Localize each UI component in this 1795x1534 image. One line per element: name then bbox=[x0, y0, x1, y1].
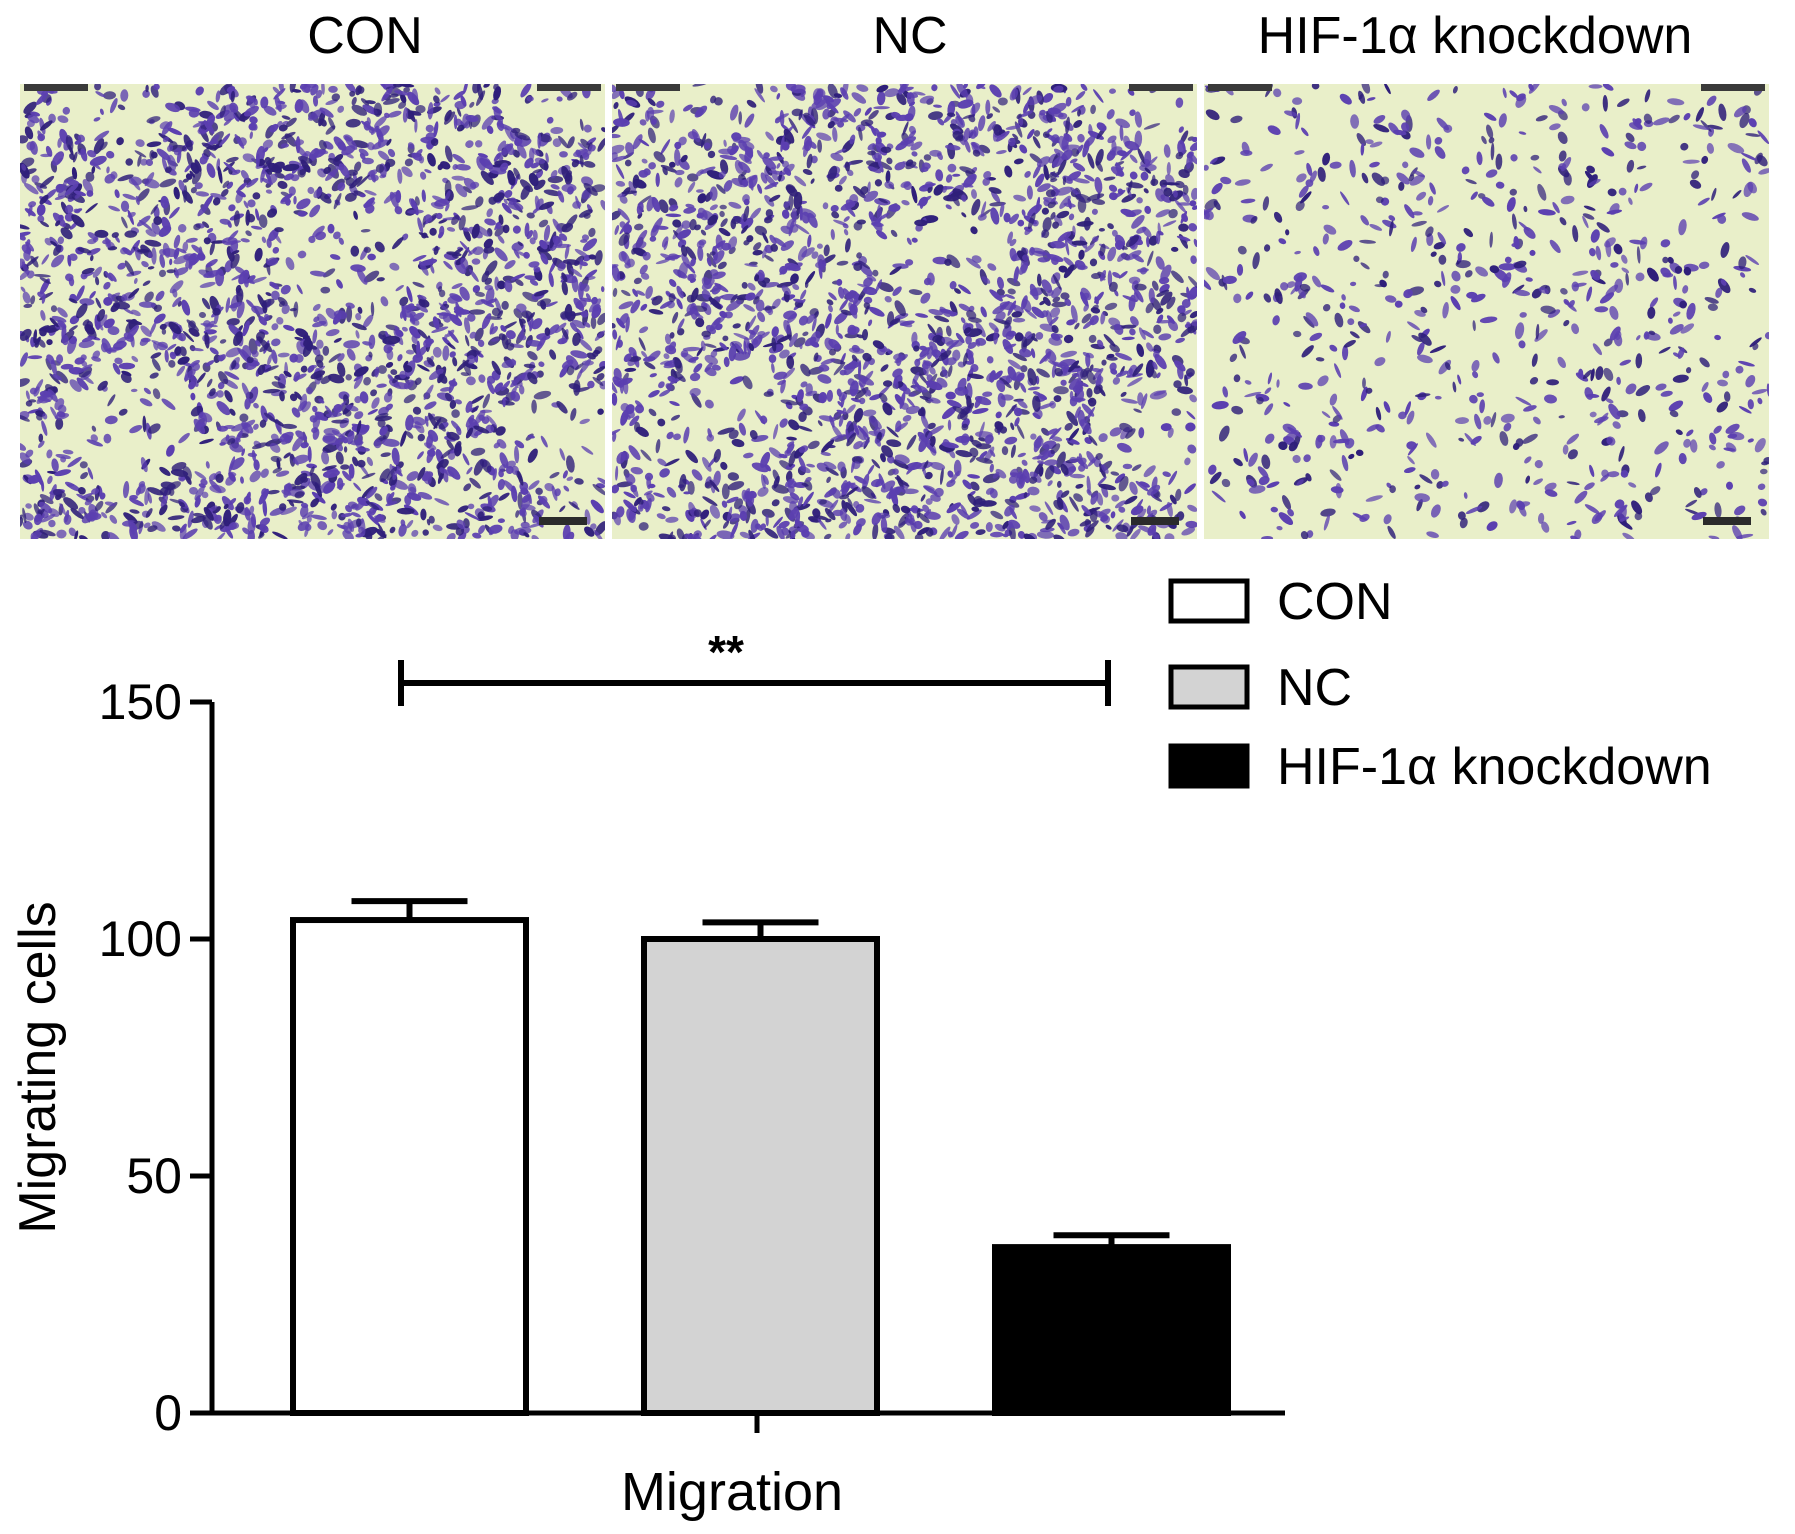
bar-knockdown bbox=[992, 1244, 1231, 1416]
legend: CON NC HIF-1α knockdown bbox=[1168, 573, 1712, 796]
migration-bar-chart: 0 50 100 150 Migration Migrating cells ** CON NC… bbox=[9, 573, 1712, 1522]
bar-con bbox=[290, 917, 529, 1416]
legend-swatch bbox=[1168, 743, 1250, 789]
scale-bar-top-right bbox=[537, 84, 601, 91]
x-axis-label: Migration bbox=[621, 1462, 843, 1522]
panel-title-nc: NC bbox=[872, 7, 948, 65]
scale-bar bbox=[539, 517, 587, 525]
significance-label: ** bbox=[708, 626, 744, 678]
y-axis-label: Migrating cells bbox=[9, 901, 67, 1233]
bar-nc bbox=[641, 936, 880, 1416]
micrograph-con bbox=[20, 84, 605, 539]
y-tick-label: 150 bbox=[99, 674, 182, 730]
panel-title-knockdown: HIF-1α knockdown bbox=[1257, 7, 1693, 65]
scale-bar-top-right bbox=[1701, 84, 1765, 91]
stained-cells bbox=[20, 84, 605, 539]
stained-cells bbox=[1204, 84, 1769, 539]
scale-bar-top-left bbox=[24, 84, 88, 91]
scale-bar-top-left bbox=[1208, 84, 1272, 91]
legend-swatch bbox=[1168, 664, 1250, 710]
legend-swatch bbox=[1168, 578, 1250, 624]
scale-bar bbox=[1703, 517, 1751, 525]
y-tick-label: 100 bbox=[99, 911, 182, 967]
scale-bar-top-right bbox=[1129, 84, 1193, 91]
legend-label: HIF-1α knockdown bbox=[1277, 738, 1712, 796]
scale-bar bbox=[1131, 517, 1179, 525]
y-tick-label: 0 bbox=[154, 1385, 182, 1441]
legend-label: CON bbox=[1277, 573, 1393, 631]
legend-label: NC bbox=[1277, 659, 1352, 717]
scale-bar-top-left bbox=[616, 84, 680, 91]
panel-title-con: CON bbox=[307, 7, 423, 65]
y-tick-label: 50 bbox=[126, 1148, 182, 1204]
micrograph-knockdown bbox=[1204, 84, 1769, 539]
stained-cells bbox=[612, 84, 1197, 539]
micrograph-nc bbox=[612, 84, 1197, 539]
